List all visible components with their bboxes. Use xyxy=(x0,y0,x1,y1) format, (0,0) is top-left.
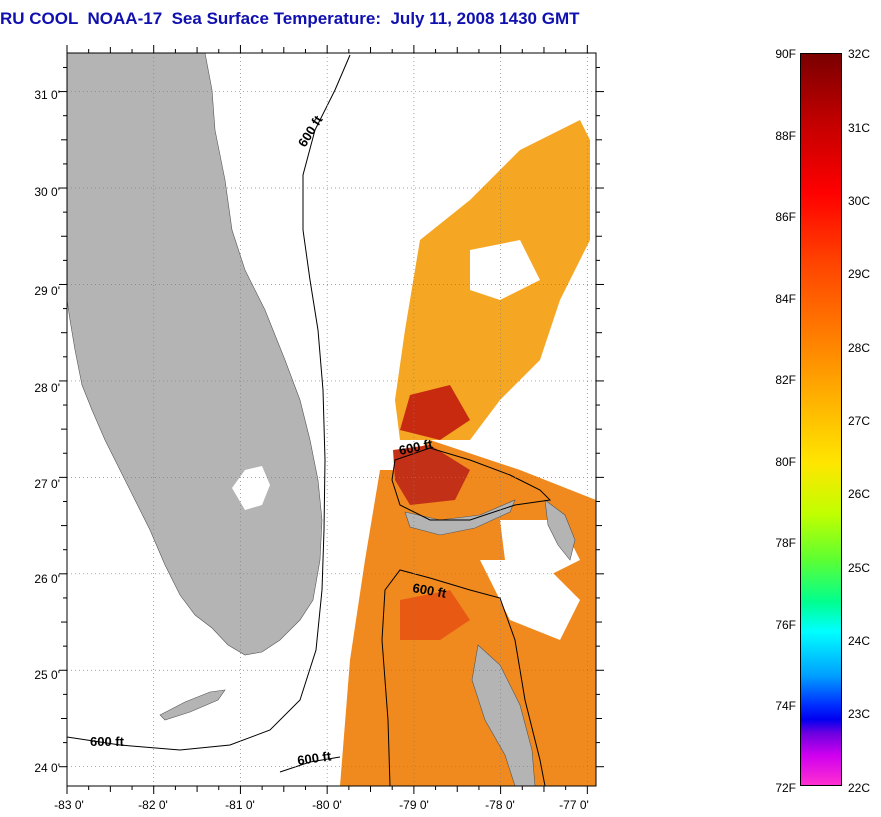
celsius-label: 22C xyxy=(848,781,871,795)
warm-patch-north xyxy=(400,385,470,440)
fahrenheit-label: 72F xyxy=(775,781,796,795)
abaco-island xyxy=(544,499,576,561)
celsius-label: 28C xyxy=(848,341,871,355)
celsius-label: 27C xyxy=(848,414,871,428)
contour-label: 600 ft xyxy=(398,436,435,458)
fahrenheit-label: 82F xyxy=(775,373,796,387)
celsius-label: 30C xyxy=(848,194,871,208)
celsius-label: 26C xyxy=(848,487,871,501)
lon-label: -81 0' xyxy=(225,798,255,812)
cloud-north xyxy=(470,240,540,300)
celsius-label: 24C xyxy=(848,634,871,648)
fahrenheit-label: 78F xyxy=(775,536,796,550)
fahrenheit-label: 86F xyxy=(775,210,796,224)
lon-label: -79 0' xyxy=(399,798,429,812)
lat-label: 26 0' xyxy=(34,572,60,586)
lat-label: 27 0' xyxy=(34,477,60,491)
contour-label: 600 ft xyxy=(411,580,448,601)
isobath-florida-shelf xyxy=(67,54,351,751)
contour-label: 600 ft xyxy=(90,734,125,749)
lat-label: 31 0' xyxy=(34,88,60,102)
contour-label: 600 ft xyxy=(296,748,332,768)
map-frame xyxy=(66,52,597,787)
lat-label: 30 0' xyxy=(34,185,60,199)
warm-patch-central xyxy=(393,445,470,505)
celsius-label: 31C xyxy=(848,121,871,135)
cloud-south xyxy=(480,560,580,640)
lake-okeechobee xyxy=(232,466,270,510)
map-title: RU COOL NOAA-17 Sea Surface Temperature:… xyxy=(0,9,580,28)
celsius-label: 25C xyxy=(848,561,871,575)
isobath-little-bahama-bank xyxy=(391,447,552,521)
fahrenheit-label: 76F xyxy=(775,618,796,632)
fahrenheit-label: 74F xyxy=(775,699,796,713)
lat-label: 25 0' xyxy=(34,668,60,682)
fahrenheit-label: 80F xyxy=(775,455,796,469)
warm-patch-south xyxy=(400,590,470,640)
celsius-label: 29C xyxy=(848,267,871,281)
lon-label: -80 0' xyxy=(312,798,342,812)
tick-marks xyxy=(59,45,604,794)
andros-island xyxy=(471,644,536,786)
florida-land xyxy=(67,53,323,656)
fahrenheit-label: 84F xyxy=(775,292,796,306)
isobath-great-bahama-bank xyxy=(381,569,546,786)
temperature-colorbar xyxy=(800,53,842,786)
florida-keys xyxy=(159,689,226,721)
lat-label: 29 0' xyxy=(34,284,60,298)
isobath-keys xyxy=(279,756,341,773)
fahrenheit-label: 88F xyxy=(775,129,796,143)
lat-label: 28 0' xyxy=(34,381,60,395)
lon-label: -82 0' xyxy=(138,798,168,812)
grand-bahama xyxy=(404,499,516,536)
lat-label: 24 0' xyxy=(34,761,60,775)
lon-label: -77 0' xyxy=(559,798,589,812)
sst-swath xyxy=(340,120,596,786)
lon-label: -78 0' xyxy=(485,798,515,812)
celsius-label: 23C xyxy=(848,707,871,721)
lon-label: -83 0' xyxy=(54,798,84,812)
celsius-label: 32C xyxy=(848,47,871,61)
fahrenheit-label: 90F xyxy=(775,47,796,61)
graticule xyxy=(66,53,596,786)
